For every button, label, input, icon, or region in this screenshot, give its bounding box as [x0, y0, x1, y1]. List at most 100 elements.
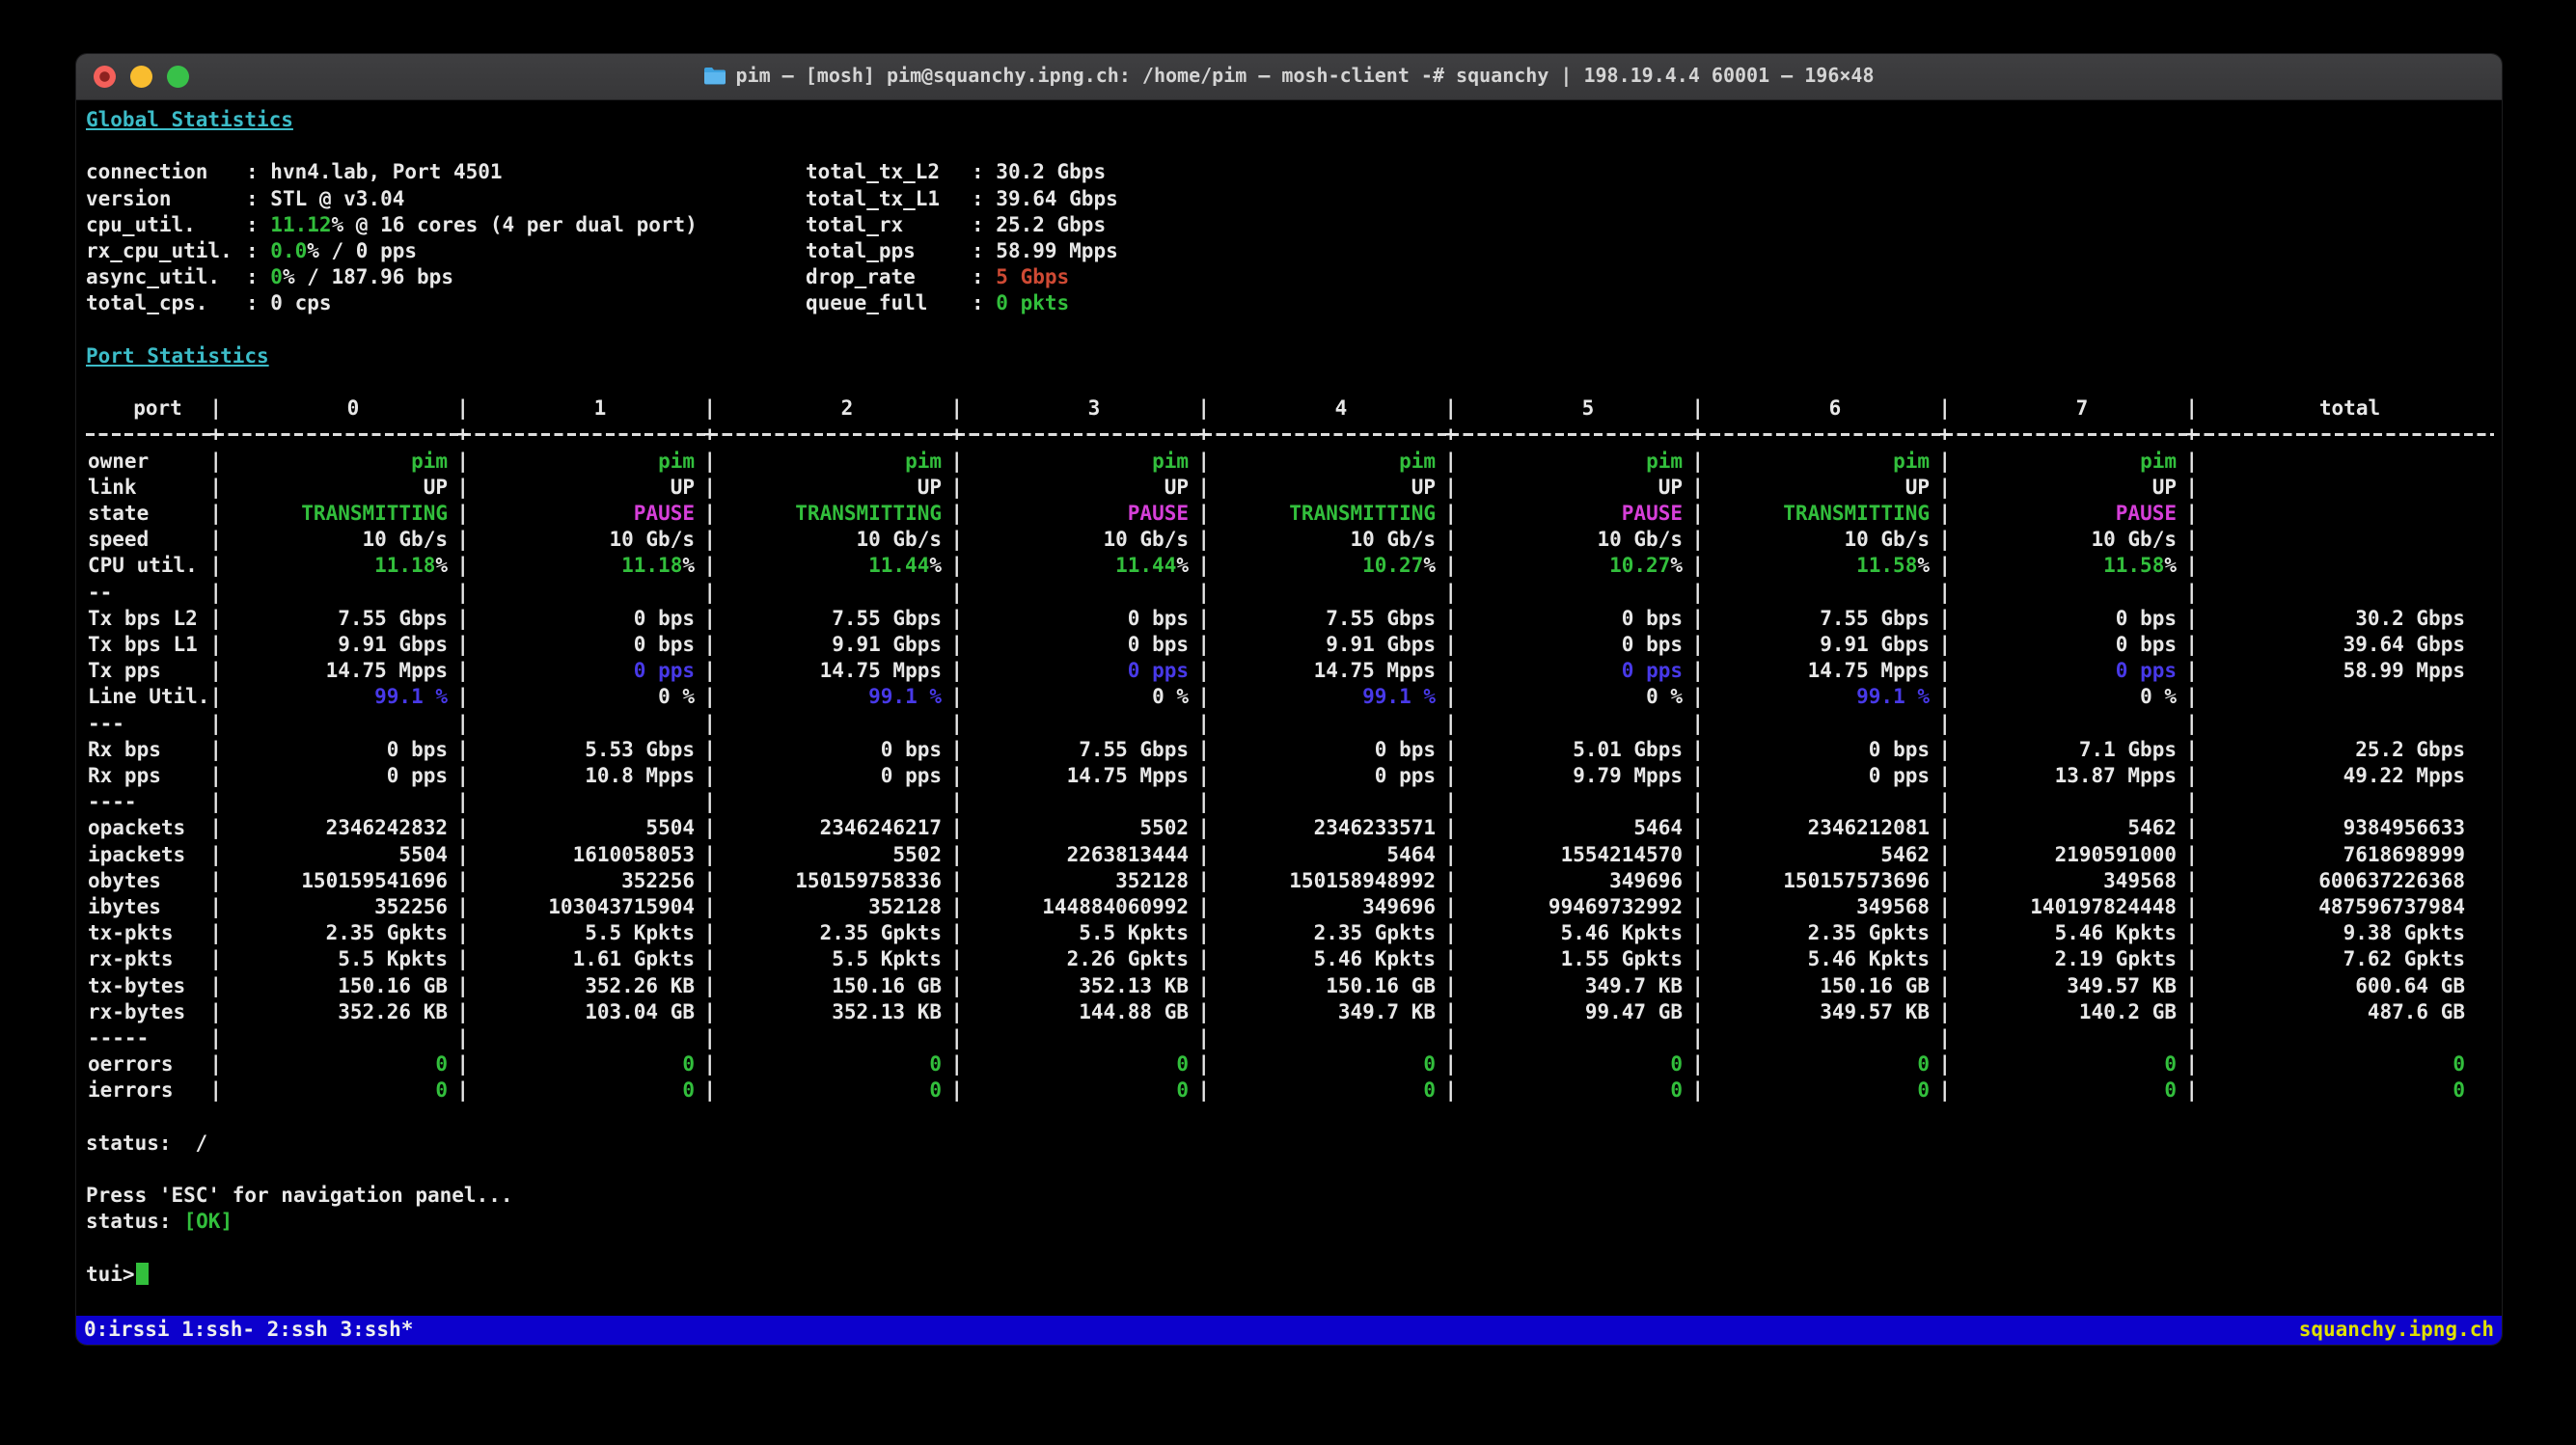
table-row-Rx-bps: Rx bps0 bps5.53 Gbps0 bps7.55 Gbps0 bps5… — [86, 737, 2494, 763]
table-cell: 0 bps — [1218, 737, 1465, 763]
table-cell: 349.57 KB — [1712, 999, 1959, 1025]
table-cell: 9.91 Gbps — [230, 632, 477, 658]
table-cell: 0 — [1465, 1051, 1712, 1077]
table-cell: 0 — [1465, 1077, 1712, 1104]
table-cell: 5.5 Kpkts — [477, 920, 724, 946]
table-cell: 14.75 Mpps — [971, 763, 1218, 789]
table-cell — [724, 711, 971, 737]
table-cell: 9.79 Mpps — [1465, 763, 1712, 789]
row-label: state — [86, 501, 230, 527]
row-label: CPU util. — [86, 553, 230, 579]
table-cell: 2190591000 — [1959, 842, 2206, 868]
table-cell: 352.13 KB — [724, 999, 971, 1025]
row-label: ----- — [86, 1025, 230, 1051]
row-label: opackets — [86, 815, 230, 841]
table-cell: 99.47 GB — [1465, 999, 1712, 1025]
table-cell: pim — [1218, 449, 1465, 475]
table-cell: 0 bps — [971, 606, 1218, 632]
table-cell: 99.1 % — [230, 684, 477, 710]
table-cell — [1465, 711, 1712, 737]
table-row-Tx-bps-L1: Tx bps L19.91 Gbps0 bps9.91 Gbps0 bps9.9… — [86, 632, 2494, 658]
separator-cell — [724, 422, 971, 449]
close-button[interactable] — [94, 66, 116, 88]
table-cell: 150159758336 — [724, 868, 971, 894]
global-stat-drop-rate: drop_rate: 5 Gbps — [806, 265, 1070, 289]
row-label: rx-bytes — [86, 999, 230, 1025]
table-cell: 0 % — [971, 684, 1218, 710]
table-row-rx-pkts: rx-pkts5.5 Kpkts1.61 Gpkts5.5 Kpkts2.26 … — [86, 946, 2494, 972]
table-cell: 150.16 GB — [1218, 973, 1465, 999]
row-label: ierrors — [86, 1077, 230, 1104]
table-cell: 0 — [1712, 1077, 1959, 1104]
prompt-line[interactable]: tui> — [86, 1262, 2502, 1288]
table-cell — [2206, 684, 2494, 710]
table-cell: 7.55 Gbps — [230, 606, 477, 632]
row-label: --- — [86, 711, 230, 737]
table-cell: 5464 — [1465, 815, 1712, 841]
global-statistics-heading: Global Statistics — [86, 108, 293, 131]
separator-cell — [1218, 422, 1465, 449]
table-cell: 7.55 Gbps — [724, 606, 971, 632]
table-cell: 144884060992 — [971, 894, 1218, 920]
blank-line — [86, 1157, 2502, 1183]
table-cell: 0 pps — [971, 658, 1218, 684]
table-cell — [2206, 789, 2494, 815]
global-stat-connection: connection: hvn4.lab, Port 4501 — [86, 160, 503, 184]
table-cell: 2.35 Gpkts — [230, 920, 477, 946]
table-cell: pim — [477, 449, 724, 475]
column-header: 0 — [230, 395, 477, 422]
row-label: link — [86, 475, 230, 501]
table-cell: 7.1 Gbps — [1959, 737, 2206, 763]
table-cell — [724, 1025, 971, 1051]
table-cell: 5504 — [230, 842, 477, 868]
table-cell: 0 bps — [230, 737, 477, 763]
column-header: 2 — [724, 395, 971, 422]
table-cell: PAUSE — [477, 501, 724, 527]
table-cell: 10 Gb/s — [1712, 527, 1959, 553]
window-titlebar[interactable]: pim — [mosh] pim@squanchy.ipng.ch: /home… — [76, 54, 2502, 100]
table-cell: 150.16 GB — [1712, 973, 1959, 999]
table-cell: 5.46 Kpkts — [1959, 920, 2206, 946]
table-cell: 58.99 Mpps — [2343, 659, 2465, 683]
table-cell: 0 bps — [724, 737, 971, 763]
global-stats-right-column: total_tx_L2: 30.2 Gbps total_tx_L1: 39.64… — [806, 159, 1118, 316]
blank-line — [86, 1236, 2502, 1262]
table-cell: 0 — [2453, 1078, 2465, 1103]
table-cell: pim — [230, 449, 477, 475]
table-cell — [2206, 475, 2494, 501]
table-cell: 0 — [2453, 1052, 2465, 1077]
separator-cell — [86, 422, 230, 449]
table-cell: 39.64 Gbps — [2343, 632, 2465, 656]
table-cell: 103.04 GB — [477, 999, 724, 1025]
table-cell — [1712, 580, 1959, 606]
table-cell: pim — [724, 449, 971, 475]
table-cell: 7.55 Gbps — [1218, 606, 1465, 632]
global-stat-rx-cpu-util-: rx_cpu_util.: 0.0% / 0 pps — [86, 239, 418, 262]
table-cell — [2206, 580, 2494, 606]
table-cell: 2.35 Gpkts — [1712, 920, 1959, 946]
table-cell — [230, 711, 477, 737]
table-cell: 11.18% — [477, 553, 724, 579]
global-stat-total-tx-L1: total_tx_L1: 39.64 Gbps — [806, 186, 1118, 210]
table-row-tx-bytes: tx-bytes150.16 GB352.26 KB150.16 GB352.1… — [86, 973, 2494, 999]
table-row-CPU-util-: CPU util.11.18%11.18%11.44%11.44%10.27%1… — [86, 553, 2494, 579]
table-cell: 0 % — [1465, 684, 1712, 710]
blank-line — [86, 1104, 2502, 1131]
zoom-button[interactable] — [167, 66, 189, 88]
table-cell: 9.91 Gbps — [1218, 632, 1465, 658]
table-cell — [230, 580, 477, 606]
table-cell: 352128 — [724, 894, 971, 920]
table-cell: 487596737984 — [2318, 895, 2465, 918]
tmux-window-list[interactable]: 0:irssi 1:ssh- 2:ssh 3:ssh* — [84, 1318, 414, 1341]
table-row-ibytes: ibytes3522561030437159043521281448840609… — [86, 894, 2494, 920]
table-cell — [2206, 1025, 2494, 1051]
table-cell: 7.55 Gbps — [971, 737, 1218, 763]
minimize-button[interactable] — [130, 66, 152, 88]
table-row-Line-Util-: Line Util.99.1 %0 %99.1 %0 %99.1 %0 %99.… — [86, 684, 2494, 710]
table-cell: UP — [1465, 475, 1712, 501]
table-row--: --- — [86, 711, 2494, 737]
text-cursor[interactable] — [135, 1262, 149, 1285]
table-cell — [971, 789, 1218, 815]
table-row--: ---- — [86, 789, 2494, 815]
table-cell — [1218, 789, 1465, 815]
